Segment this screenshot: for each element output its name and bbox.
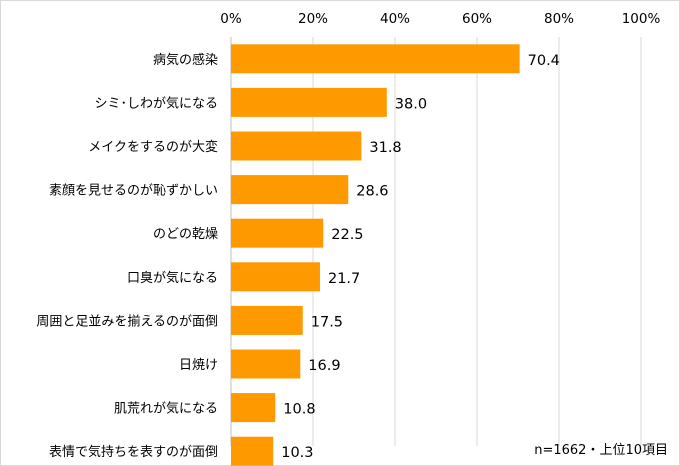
- category-label: 肌荒れが気になる: [114, 401, 218, 417]
- category-label: メイクをするのが大変: [88, 139, 218, 155]
- bars: [231, 44, 520, 466]
- value-label: 21.7: [328, 271, 360, 287]
- bar: [231, 175, 349, 205]
- x-tick-label: 60%: [462, 11, 492, 27]
- category-label: 口臭が気になる: [127, 270, 218, 286]
- value-label: 17.5: [311, 314, 343, 330]
- bar: [231, 218, 324, 248]
- category-labels: 病気の感染シミ･しわが気になるメイクをするのが大変素顔を見せるのが恥ずかしいのど…: [36, 52, 218, 460]
- category-label: 素顔を見せるのが恥ずかしい: [49, 184, 218, 199]
- value-label: 28.6: [356, 184, 388, 200]
- category-label: シミ･しわが気になる: [94, 95, 218, 111]
- bar: [231, 44, 520, 74]
- value-label: 70.4: [528, 53, 560, 69]
- value-label: 16.9: [308, 358, 340, 374]
- x-tick-label: 80%: [544, 11, 574, 27]
- value-label: 38.0: [395, 96, 427, 112]
- value-labels: 70.4 38.0 31.8 28.6 22.5 21.7 17.5 16.9 10.8 10.3: [281, 53, 560, 461]
- category-label: 病気の感染: [153, 52, 218, 68]
- bar: [231, 87, 387, 117]
- bar: [231, 349, 301, 379]
- value-label: 10.3: [281, 445, 313, 461]
- x-tick-label: 100%: [622, 11, 661, 27]
- value-label: 22.5: [331, 227, 363, 243]
- value-label: 10.8: [283, 402, 315, 418]
- x-axis-ticks: 0% 20% 40% 60% 80% 100%: [220, 11, 660, 27]
- x-tick-label: 20%: [298, 11, 328, 27]
- bar: [231, 393, 276, 423]
- value-label: 31.8: [369, 140, 401, 156]
- bar: [231, 305, 303, 335]
- sample-note: n=1662・上位10項目: [534, 443, 668, 458]
- category-label: 表情で気持ちを表すのが面倒: [49, 444, 218, 460]
- bar: [231, 262, 320, 292]
- x-tick-label: 0%: [220, 11, 242, 27]
- category-label: 日焼け: [179, 358, 218, 373]
- bar: [231, 436, 274, 466]
- category-label: 周囲と足並みを揃えるのが面倒: [36, 313, 218, 329]
- x-tick-label: 40%: [380, 11, 410, 27]
- category-label: のどの乾燥: [153, 227, 218, 242]
- bar: [231, 131, 362, 161]
